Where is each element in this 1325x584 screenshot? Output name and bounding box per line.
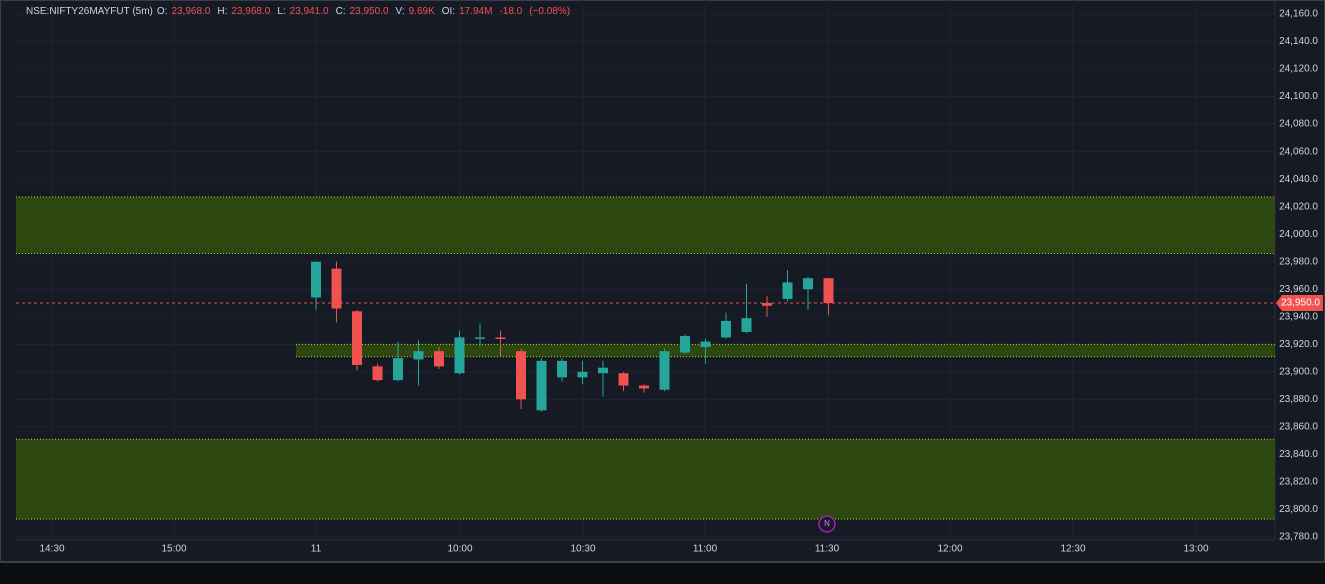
candle-body xyxy=(475,337,485,339)
change-percent: (−0.08%) xyxy=(529,6,571,17)
y-tick-label: 23,820.0 xyxy=(1279,477,1318,488)
y-tick-label: 24,000.0 xyxy=(1279,229,1318,240)
x-tick-label: 11:30 xyxy=(815,544,840,555)
candle-body xyxy=(557,360,567,378)
field-value: 9.69K xyxy=(408,6,435,17)
news-marker xyxy=(818,515,836,533)
y-tick-label: 23,880.0 xyxy=(1279,394,1318,405)
candle-body xyxy=(413,351,424,360)
last-price-tag xyxy=(1276,295,1323,312)
x-tick-label: 13:00 xyxy=(1183,544,1208,555)
y-tick-label: 23,980.0 xyxy=(1279,256,1318,267)
y-tick-label: 24,160.0 xyxy=(1279,9,1318,20)
y-tick-label: 23,780.0 xyxy=(1279,532,1318,543)
candle-body xyxy=(331,268,342,309)
candle-body xyxy=(372,366,383,381)
field-key: L: xyxy=(277,6,286,17)
field-value: 23,941.0 xyxy=(289,6,329,17)
frame xyxy=(0,0,1325,563)
candle-body xyxy=(741,318,752,332)
candle-body xyxy=(721,320,731,338)
x-tick-label: 10:00 xyxy=(447,544,472,555)
y-tick-label: 23,920.0 xyxy=(1279,339,1318,350)
candle-body xyxy=(516,351,526,400)
field-key: O: xyxy=(156,6,168,17)
y-tick-label: 23,800.0 xyxy=(1279,504,1318,515)
symbol: NSE:NIFTY26MAYFUT (5m) xyxy=(26,6,153,17)
field-value: 23,950.0 xyxy=(349,6,389,17)
candle-body xyxy=(823,278,834,304)
candle-body xyxy=(680,336,690,353)
field-key: V: xyxy=(395,6,405,17)
y-tick-label: 23,860.0 xyxy=(1279,422,1318,433)
change: -18.0 xyxy=(499,6,523,17)
candle-body xyxy=(803,278,813,290)
zone xyxy=(16,197,1275,254)
candle-body xyxy=(618,373,629,386)
y-tick-label: 23,960.0 xyxy=(1279,284,1318,295)
field-key: H: xyxy=(217,6,228,17)
candle-body xyxy=(393,358,403,381)
candle-body xyxy=(434,351,444,367)
candle-body xyxy=(639,385,649,389)
y-tick-label: 24,080.0 xyxy=(1279,119,1318,130)
x-tick-label: 11 xyxy=(311,544,322,555)
candle-body xyxy=(536,360,547,411)
candle-body xyxy=(659,351,670,390)
x-tick-label: 10:30 xyxy=(570,544,595,555)
candle-body xyxy=(700,341,711,348)
field-key: OI: xyxy=(441,6,456,17)
news-marker-label: N xyxy=(824,519,830,528)
candle-body xyxy=(311,261,321,298)
field-key: C: xyxy=(335,6,346,17)
last-price-label: 23,950.0 xyxy=(1281,298,1320,309)
legend-header: NSE:NIFTY26MAYFUT (5m) O: 23,968.0 H: 23,968… xyxy=(26,6,577,17)
y-tick-label: 23,840.0 xyxy=(1279,449,1318,460)
y-tick-label: 24,140.0 xyxy=(1279,36,1318,47)
y-tick-label: 23,940.0 xyxy=(1279,311,1318,322)
candle-body xyxy=(495,337,506,339)
x-tick-label: 15:00 xyxy=(161,544,186,555)
candle-body xyxy=(352,311,362,365)
y-tick-label: 24,060.0 xyxy=(1279,146,1318,157)
y-tick-label: 24,120.0 xyxy=(1279,64,1318,75)
y-tick-label: 24,040.0 xyxy=(1279,174,1318,185)
field-value: 23,968.0 xyxy=(171,6,211,17)
field-value: 17.94M xyxy=(459,6,493,17)
zone xyxy=(16,439,1275,520)
zone xyxy=(296,344,1275,357)
field-value: 23,968.0 xyxy=(231,6,271,17)
x-tick-label: 12:30 xyxy=(1060,544,1085,555)
candle-body xyxy=(762,303,772,306)
y-tick-label: 23,900.0 xyxy=(1279,366,1318,377)
x-tick-label: 12:00 xyxy=(937,544,962,555)
x-tick-label: 14:30 xyxy=(39,544,64,555)
candle-body xyxy=(598,367,608,374)
candle-body xyxy=(454,337,465,374)
y-tick-label: 24,100.0 xyxy=(1279,91,1318,102)
candle-body xyxy=(577,371,588,378)
x-tick-label: 11:00 xyxy=(693,544,718,555)
candle-body xyxy=(782,282,793,299)
y-tick-label: 24,020.0 xyxy=(1279,201,1318,212)
